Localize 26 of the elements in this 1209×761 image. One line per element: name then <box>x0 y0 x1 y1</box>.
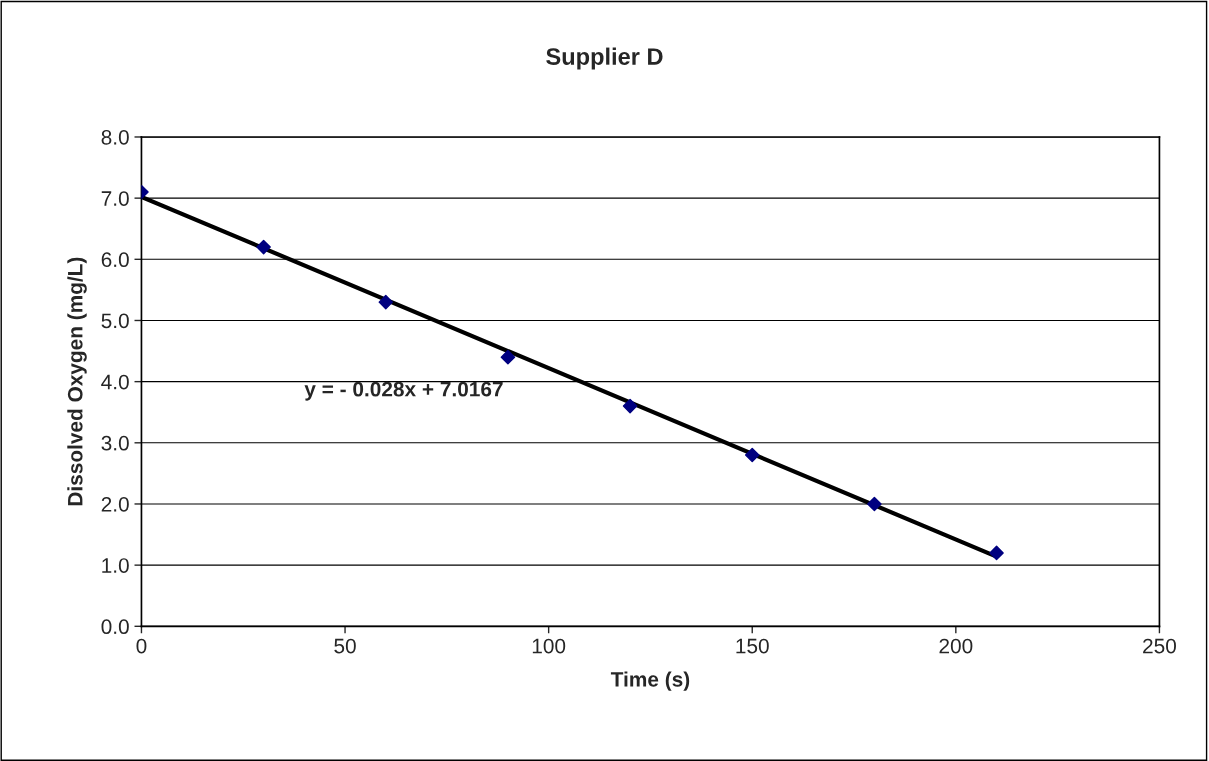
x-axis-title: Time (s) <box>610 671 690 691</box>
x-tick-label: 50 <box>334 638 356 654</box>
chart-title: Supplier D <box>546 47 663 70</box>
x-tick-label: 150 <box>736 638 769 654</box>
point <box>989 545 1004 561</box>
y-tick-label: 8.0 <box>101 129 129 145</box>
y-tick-label: 7.0 <box>101 191 129 206</box>
y-tick-label: 2.0 <box>101 496 129 512</box>
x-tick-label: 200 <box>939 638 973 654</box>
y-tick-label: 0.0 <box>101 619 129 635</box>
point <box>622 398 638 414</box>
point <box>500 349 516 365</box>
annotation: y = - 0.028x + 7.0167 <box>304 381 503 401</box>
x-tick-label: 100 <box>532 638 566 654</box>
y-tick-label: 3.0 <box>101 435 129 451</box>
point <box>378 294 394 310</box>
y-tick-label: 6.0 <box>101 252 129 268</box>
point <box>867 496 882 512</box>
y-tick-label: 1.0 <box>102 558 129 573</box>
x-tick-label: 250 <box>1143 638 1176 654</box>
point <box>744 447 760 463</box>
y-tick-label: 5.0 <box>101 313 129 329</box>
point <box>256 239 271 255</box>
y-axis-title: Dissolved Oxygen (mg/L) <box>67 257 87 506</box>
y-tick-label: 4.0 <box>101 374 129 390</box>
x-tick-label: 0 <box>136 638 147 654</box>
